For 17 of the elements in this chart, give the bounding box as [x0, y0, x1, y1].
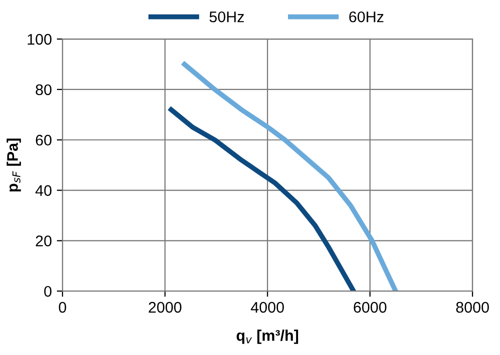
y-tick-label: 80 — [36, 84, 52, 96]
x-tick-label: 2000 — [148, 302, 182, 313]
x-tick-label: 0 — [58, 302, 66, 313]
line-series — [168, 107, 356, 292]
legend-label: 50Hz — [210, 11, 244, 22]
x-tick-label: 4000 — [250, 302, 284, 313]
y-tick-label: 100 — [28, 34, 52, 45]
y-tick-label: 20 — [36, 236, 52, 246]
y-axis-title: p$_{sF}$ [Pa] — [6, 138, 21, 192]
line-series — [182, 62, 398, 292]
x-tick-label: 8000 — [456, 302, 489, 313]
y-tick-label: 60 — [36, 134, 52, 146]
y-tick-label: 40 — [35, 185, 52, 196]
x-axis-title: q$_{v}$ [m³/h] — [236, 330, 298, 344]
legend-label: 60Hz — [349, 11, 384, 22]
y-tick-label: 0 — [44, 286, 52, 297]
x-tick-label: 6000 — [354, 302, 386, 313]
